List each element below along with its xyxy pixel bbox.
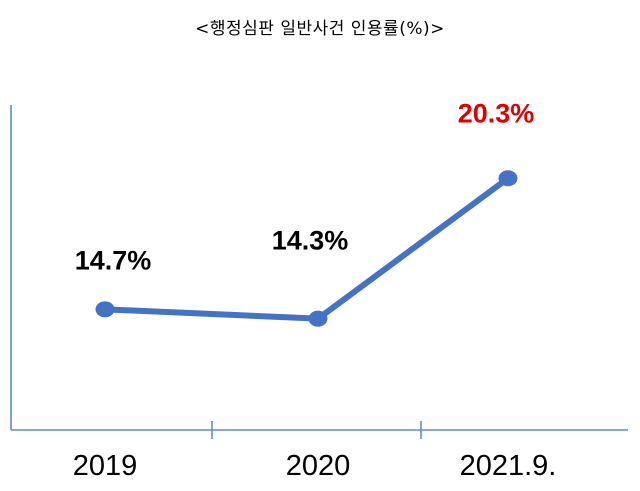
data-point-2019 (95, 301, 115, 318)
data-label-2019: 14.7% (75, 245, 152, 275)
x-tick-label-2020: 2020 (286, 450, 351, 482)
data-point-2021.9. (498, 170, 518, 187)
data-label-2021.9.: 20.3% (458, 98, 535, 128)
chart-labels: 14.7% 14.3% 20.3% (75, 98, 535, 275)
chart-title: <행정심판 일반사건 인용률(%)> (195, 19, 445, 39)
data-point-2020 (308, 310, 328, 327)
chart-axes: 2019 2020 2021.9. (10, 105, 628, 482)
chart-series (95, 170, 518, 327)
x-tick-label-2021.9.: 2021.9. (460, 450, 557, 482)
x-tick-label-2019: 2019 (73, 450, 138, 482)
data-label-2020: 14.3% (272, 226, 349, 256)
